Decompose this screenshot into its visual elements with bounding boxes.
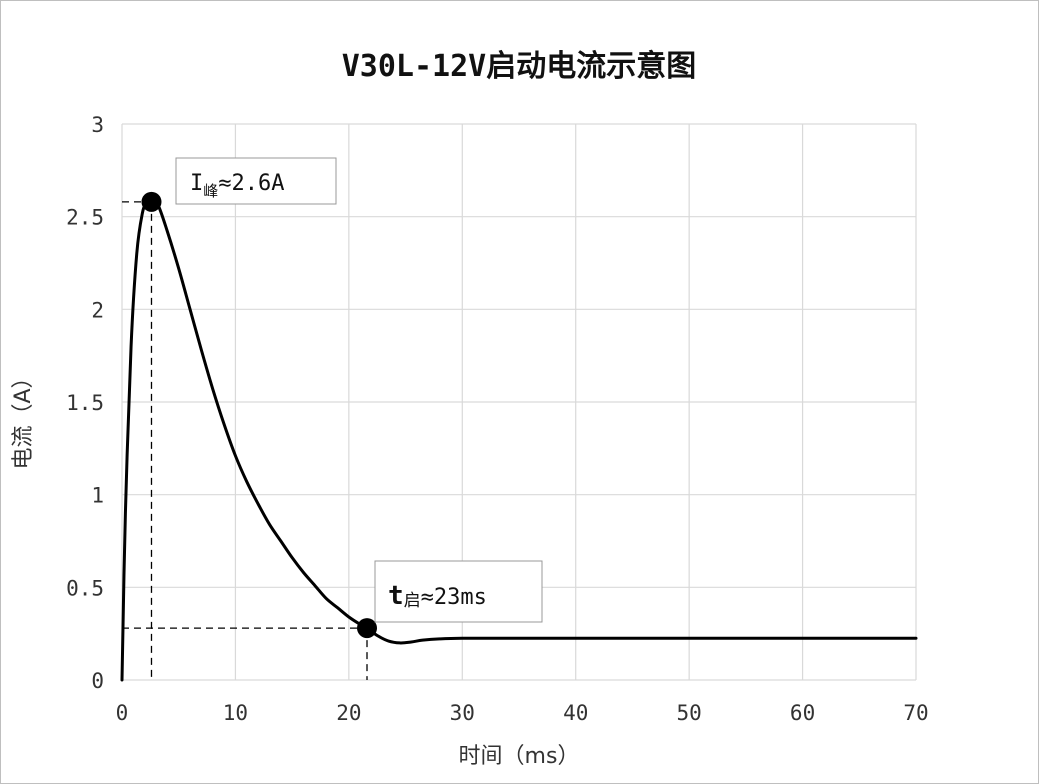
- peak-point: [141, 191, 162, 212]
- y-tick-label: 1: [91, 484, 104, 508]
- y-tick-label: 2: [91, 298, 104, 322]
- y-tick-label: 0: [91, 669, 104, 693]
- guide-lines: [122, 201, 368, 680]
- x-tick-labels: 0 10 20 30 40 50 60 70: [116, 701, 929, 725]
- x-tick-label: 50: [676, 701, 701, 725]
- x-tick-label: 20: [336, 701, 361, 725]
- x-tick-label: 0: [116, 701, 129, 725]
- peak-label-box: [175, 157, 337, 205]
- y-tick-label: 3: [91, 113, 104, 137]
- y-tick-label: 2.5: [66, 206, 104, 230]
- peak-annotation: I峰≈2.6A: [175, 157, 337, 205]
- y-tick-labels: 0 0.5 1 1.5 2 2.5 3: [66, 113, 104, 693]
- x-tick-label: 70: [903, 701, 928, 725]
- y-tick-label: 0.5: [66, 576, 104, 600]
- chart-title: V30L-12V启动电流示意图: [342, 49, 697, 84]
- y-tick-label: 1.5: [66, 391, 104, 415]
- start-time-point: [357, 618, 378, 639]
- start-time-label: t启≈23ms: [388, 581, 487, 611]
- start-time-label-box: [374, 560, 543, 623]
- x-tick-label: 60: [790, 701, 815, 725]
- y-axis-label: 电流（A）: [11, 366, 36, 469]
- x-axis-label: 时间（ms）: [459, 744, 580, 769]
- data-points: [141, 191, 378, 639]
- peak-label: I峰≈2.6A: [190, 171, 285, 200]
- x-tick-label: 40: [563, 701, 588, 725]
- start-time-annotation: t启≈23ms: [374, 560, 543, 623]
- x-tick-label: 30: [450, 701, 475, 725]
- x-tick-label: 10: [223, 701, 248, 725]
